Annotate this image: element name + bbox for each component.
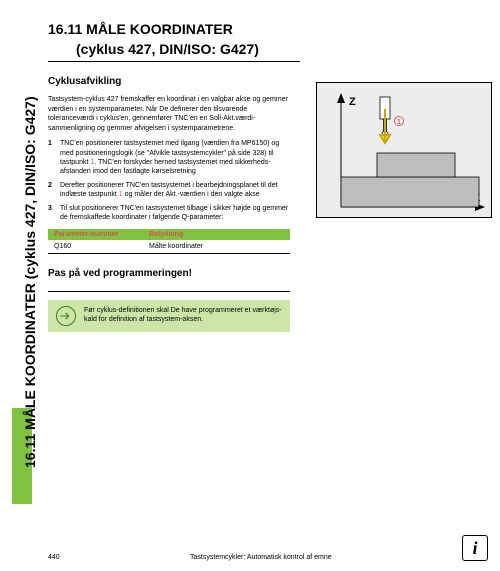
list-body: Derefter positionerer TNC'en tastsysteme…: [60, 181, 290, 200]
table-header-row: Parameter-nummer Betydning: [48, 229, 290, 240]
page-subtitle: (cyklus 427, DIN/ISO: G427): [48, 40, 488, 58]
warning-rule: [48, 291, 290, 292]
sidebar: 16.11 MÅLE KOORDINATER (cyklus 427, DIN/…: [0, 0, 38, 540]
diagram-marker: 1: [397, 119, 401, 126]
footer-caption: Tastsystemcykler: Automatisk kontrol af …: [190, 554, 332, 561]
list-body: Til slut positionerer TNC'en tastsysteme…: [60, 204, 290, 223]
info-icon: i: [462, 535, 488, 561]
arrow-icon: [56, 306, 76, 326]
list-number: 1: [48, 139, 60, 177]
list-item: 3 Til slut positionerer TNC'en tastsyste…: [48, 204, 290, 223]
note-text: Før cyklus-definitionen skal De have pro…: [84, 306, 282, 325]
table-cell: Målte koordinater: [143, 240, 290, 254]
intro-paragraph: Tastsystem-cyklus 427 fremskaffer en koo…: [48, 95, 290, 133]
footer: 440 Tastsystemcykler: Automatisk kontrol…: [48, 535, 488, 561]
page-number: 440: [48, 554, 60, 561]
list-item: 1 TNC'en positionerer tastsystemet med i…: [48, 139, 290, 177]
list-item: 2 Derefter positionerer TNC'en tastsyste…: [48, 181, 290, 200]
axis-z-label: Z: [349, 96, 356, 108]
list-body: TNC'en positionerer tastsystemet med ilg…: [60, 139, 290, 177]
table-row: Q160 Målte koordinater: [48, 240, 290, 254]
list-number: 2: [48, 181, 60, 200]
table-cell: Q160: [48, 240, 143, 254]
warning-heading: Pas på ved programmeringen!: [48, 268, 488, 279]
table-header: Parameter-nummer: [48, 229, 143, 240]
title-rule: [48, 61, 300, 62]
sidebar-title: 16.11 MÅLE KOORDINATER (cyklus 427, DIN/…: [22, 68, 38, 468]
table-header: Betydning: [143, 229, 290, 240]
page-title: 16.11 MÅLE KOORDINATER: [48, 20, 488, 38]
procedure-list: 1 TNC'en positionerer tastsystemet med i…: [48, 139, 290, 223]
parameter-table: Parameter-nummer Betydning Q160 Målte ko…: [48, 229, 290, 254]
note-box: Før cyklus-definitionen skal De have pro…: [48, 300, 290, 332]
list-number: 3: [48, 204, 60, 223]
diagram: Z X 1: [316, 82, 492, 218]
